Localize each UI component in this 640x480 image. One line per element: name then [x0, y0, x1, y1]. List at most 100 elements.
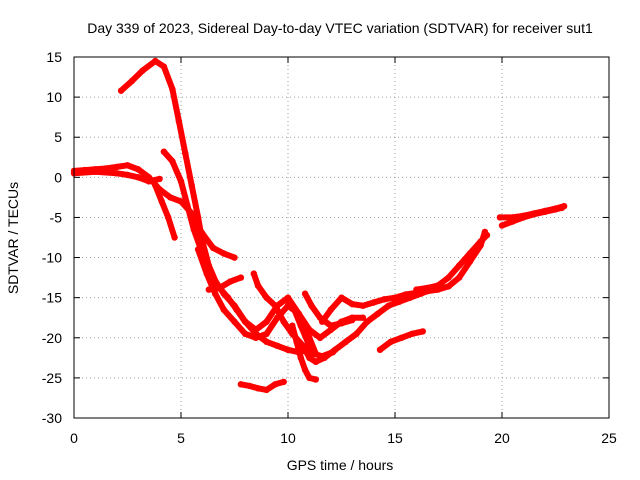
y-tick-label: -15	[42, 290, 62, 306]
data-point	[370, 299, 377, 306]
data-point	[92, 168, 99, 175]
data-point	[520, 214, 527, 221]
data-point	[113, 170, 121, 177]
data-point	[338, 294, 345, 301]
data-point	[387, 338, 394, 345]
data-point	[306, 354, 313, 361]
x-tick-label: 10	[280, 430, 296, 446]
data-point	[293, 338, 300, 345]
data-point	[359, 314, 367, 321]
data-point	[376, 346, 384, 353]
data-point	[498, 222, 506, 229]
data-point	[306, 374, 313, 382]
data-point	[272, 381, 279, 388]
data-point	[509, 218, 516, 225]
data-point	[246, 382, 253, 390]
data-point	[113, 163, 121, 171]
data-point	[145, 178, 153, 185]
data-point	[359, 302, 367, 309]
data-point	[194, 246, 202, 253]
data-point	[297, 354, 304, 361]
y-tick-label: -10	[42, 250, 62, 266]
data-point	[306, 326, 313, 333]
data-point	[254, 385, 262, 392]
data-point	[299, 342, 307, 349]
data-point	[237, 274, 245, 281]
y-tick-label: -5	[50, 209, 63, 225]
data-point	[242, 330, 249, 337]
data-point	[338, 320, 345, 327]
plot-frame	[73, 56, 610, 419]
series-track-h	[205, 274, 244, 293]
data-point	[456, 274, 463, 281]
data-point	[252, 326, 260, 333]
data-point	[445, 274, 452, 281]
y-tick-label: 15	[46, 49, 62, 65]
data-point	[231, 318, 238, 325]
data-point	[124, 162, 131, 169]
y-tick-label: 0	[54, 169, 62, 185]
data-point	[466, 258, 474, 265]
x-tick-label: 5	[177, 430, 185, 446]
data-point	[280, 378, 287, 386]
y-axis-label: SDTVAR / TECUs	[5, 182, 21, 294]
data-point	[274, 342, 281, 349]
data-point	[310, 350, 317, 357]
data-point	[398, 334, 405, 341]
data-point	[319, 353, 326, 360]
ticks: 0 5 10 15 20 25 -30 -25 -20 -15 -10 -5 0 5 10 15	[42, 49, 617, 446]
data-point	[184, 202, 191, 209]
data-point	[128, 77, 135, 85]
data-point	[203, 270, 210, 277]
data-point	[169, 158, 176, 165]
data-point	[342, 338, 349, 345]
data-point	[199, 230, 206, 237]
series-layer	[70, 57, 568, 394]
data-point	[496, 214, 504, 221]
data-point	[456, 262, 463, 269]
data-point	[263, 294, 270, 301]
data-point	[327, 322, 334, 329]
data-point	[308, 302, 315, 309]
data-point	[250, 270, 257, 277]
y-tick-label: -30	[42, 410, 62, 426]
x-tick-label: 0	[70, 430, 78, 446]
data-point	[477, 238, 484, 245]
data-point	[156, 175, 163, 183]
data-point	[169, 85, 176, 93]
data-point	[385, 302, 392, 309]
data-point	[419, 328, 426, 335]
y-tick-label: 10	[46, 89, 62, 105]
data-point	[177, 178, 185, 185]
data-point	[483, 231, 491, 239]
data-point	[349, 316, 356, 324]
data-point	[220, 290, 227, 297]
x-tick-label: 20	[494, 430, 510, 446]
data-point	[212, 290, 219, 297]
x-tick-label: 25	[601, 430, 617, 446]
data-point	[175, 118, 183, 125]
data-point	[135, 174, 142, 181]
series-track-d	[152, 182, 178, 241]
data-point	[306, 342, 313, 349]
y-tick-label: 5	[54, 129, 62, 145]
data-point	[381, 296, 388, 303]
data-point	[227, 278, 234, 285]
data-point	[242, 318, 249, 325]
data-point	[312, 358, 319, 365]
data-point	[231, 302, 238, 309]
data-point	[209, 244, 217, 252]
data-point	[319, 318, 326, 325]
data-point	[434, 282, 441, 289]
data-point	[263, 338, 270, 345]
data-point	[124, 171, 131, 179]
data-point	[167, 194, 174, 201]
data-point	[220, 306, 227, 313]
data-point	[312, 376, 319, 383]
data-point	[316, 334, 324, 341]
data-point	[552, 206, 559, 213]
data-point	[117, 87, 125, 94]
data-point	[139, 67, 146, 74]
data-point	[160, 63, 168, 70]
